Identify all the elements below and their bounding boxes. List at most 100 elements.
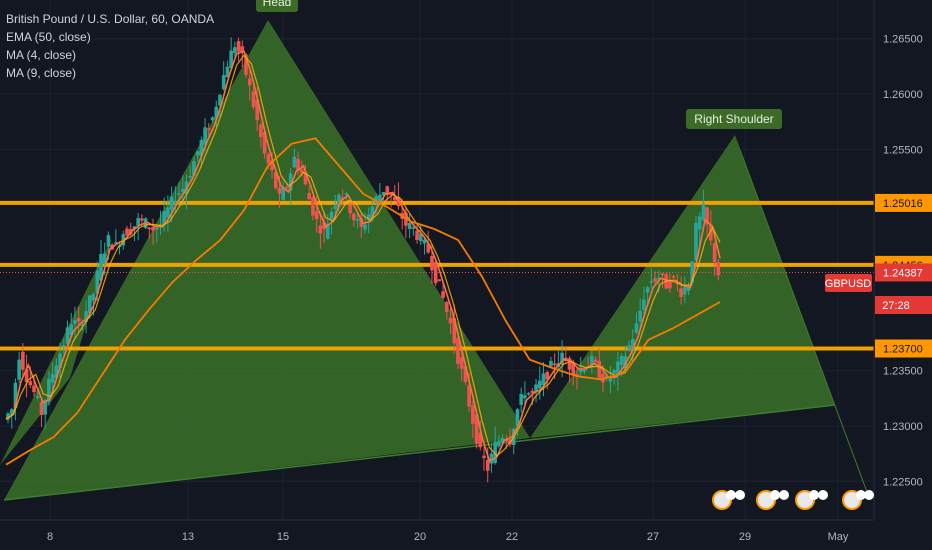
- event-flag-icon[interactable]: [842, 490, 874, 510]
- candle-body: [88, 295, 92, 313]
- candle-body: [91, 293, 96, 301]
- candle-body: [616, 361, 620, 376]
- candle-body: [154, 227, 159, 230]
- candle-body: [523, 395, 527, 399]
- candle-body: [642, 299, 646, 311]
- current-price-tag: [875, 263, 932, 282]
- candle-body: [701, 203, 706, 220]
- candle-body: [303, 172, 308, 185]
- economic-events[interactable]: [712, 490, 874, 510]
- candle-body: [683, 287, 687, 295]
- candle-body: [195, 151, 200, 156]
- x-tick-label: 27: [647, 531, 659, 543]
- ma9-line: [5, 54, 721, 457]
- candle-body: [567, 358, 572, 370]
- candle-body: [247, 78, 252, 86]
- candle-body: [534, 384, 538, 393]
- candle-body: [612, 370, 616, 374]
- candle-body: [180, 188, 185, 192]
- candle-body: [166, 207, 170, 218]
- candle-body: [716, 262, 721, 276]
- candle-body: [437, 279, 442, 282]
- candle-body: [99, 253, 103, 281]
- candle-body: [459, 357, 464, 369]
- candle-body: [13, 382, 18, 409]
- candle-body: [162, 211, 166, 226]
- candle-body: [590, 355, 594, 368]
- x-tick-label: 13: [182, 531, 194, 543]
- candle-body: [236, 41, 241, 52]
- candle-body: [478, 432, 483, 448]
- candle-body: [69, 324, 74, 336]
- y-tick-labels: 1.26500 1.26000 1.25500 1.23500 1.23000 1.225…: [883, 34, 923, 489]
- candle-body: [292, 156, 297, 168]
- candle-body: [102, 253, 107, 265]
- left-shoulder-triangle: [0, 238, 112, 465]
- candle-body: [445, 301, 449, 312]
- candle-body: [17, 359, 21, 380]
- candle-body: [530, 390, 535, 393]
- candle-body: [463, 366, 468, 383]
- right-shoulder-label: Right Shoulder: [686, 109, 782, 129]
- candle-body: [467, 384, 471, 407]
- candle-body: [489, 453, 494, 464]
- candle-body: [545, 372, 550, 380]
- head-and-shoulders-pattern: [0, 20, 871, 501]
- candle-body: [177, 193, 181, 195]
- candle-body: [619, 356, 624, 365]
- candle-body: [348, 204, 352, 214]
- symbol-tag: GBPUSD: [825, 274, 872, 292]
- candle-body: [366, 214, 371, 220]
- event-flag-icon[interactable]: [756, 490, 789, 510]
- symbol-title[interactable]: British Pound / U.S. Dollar, 60, OANDA: [6, 12, 215, 26]
- candle-body: [285, 186, 289, 189]
- candle-body: [169, 196, 174, 210]
- event-flag-icon[interactable]: [795, 490, 828, 510]
- price-axis[interactable]: 1.26500 1.26000 1.25500 1.23500 1.23000 1.225…: [825, 0, 932, 520]
- current-price-tag-text: 1.24387: [883, 268, 923, 280]
- chart-legend: British Pound / U.S. Dollar, 60, OANDA E…: [6, 10, 214, 82]
- candle-body: [311, 197, 315, 216]
- candle-body: [578, 368, 583, 373]
- candle-body: [188, 176, 193, 178]
- projection-line: [739, 149, 871, 501]
- head-label-text: Head: [263, 0, 292, 9]
- candle-body: [65, 327, 70, 344]
- indicator-ma4[interactable]: MA (4, close): [6, 48, 77, 62]
- candle-body: [560, 352, 564, 365]
- candle-body: [322, 222, 326, 230]
- head-label: Head: [256, 0, 298, 12]
- x-tick-label: 15: [277, 531, 289, 543]
- candle-body: [653, 278, 657, 282]
- candle-body: [173, 201, 178, 204]
- candle-body: [233, 47, 237, 54]
- candle-body: [671, 276, 676, 278]
- candle-body: [597, 361, 602, 379]
- candle-body: [352, 213, 356, 221]
- candle-body: [415, 230, 419, 240]
- indicator-ema50[interactable]: EMA (50, close): [6, 30, 91, 44]
- candle-body: [192, 161, 196, 176]
- candle-body: [426, 243, 431, 253]
- candle-body: [229, 50, 233, 69]
- ema50-line: [5, 137, 721, 466]
- indicator-ma9[interactable]: MA (9, close): [6, 66, 77, 80]
- y-tick-label: 1.23000: [883, 421, 923, 433]
- candle-body: [214, 106, 219, 119]
- time-axis[interactable]: 8 13 15 20 22 27 29 May: [0, 519, 874, 550]
- candle-body: [9, 409, 14, 416]
- candle-body: [151, 227, 155, 231]
- x-tick-label: May: [828, 531, 849, 543]
- candle-body: [474, 414, 479, 444]
- candle-body: [418, 233, 423, 242]
- candle-body: [448, 317, 453, 324]
- candle-body: [705, 207, 709, 225]
- candle-body: [288, 173, 293, 191]
- candle-body: [571, 362, 576, 376]
- candle-body: [378, 194, 382, 205]
- candle-body: [299, 169, 304, 174]
- event-flag-icon[interactable]: [712, 490, 745, 510]
- candle-body: [28, 381, 33, 386]
